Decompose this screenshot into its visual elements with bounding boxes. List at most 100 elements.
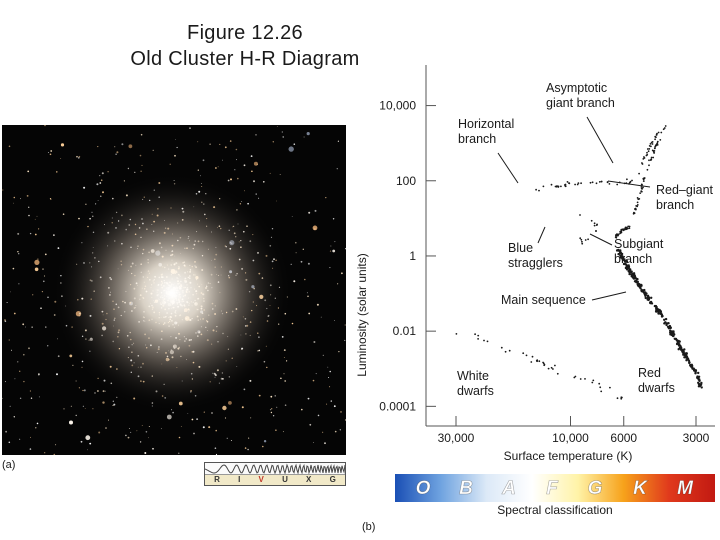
star-point [622,228,624,231]
star-point [669,326,672,330]
star-point [595,230,597,233]
star-dot [76,155,78,158]
star-point [579,378,582,380]
star-dot [230,178,232,181]
star-point [504,350,507,353]
star-point [644,294,647,297]
star-dot [234,169,236,171]
star-dot [101,172,104,175]
star-point [631,179,633,182]
star-dot [276,406,278,408]
annotation-label: Red–giant [656,183,714,197]
star-dot [235,148,238,151]
star-dot [309,423,312,426]
star-dot [330,400,332,402]
star-dot [269,409,271,411]
star-dot [57,355,60,358]
star-dot [44,125,46,127]
star-point [696,375,699,378]
star-dot [152,447,154,450]
annotation-label: Blue [508,241,533,255]
star-point [543,363,546,366]
star-point [669,329,672,332]
star-dot [308,312,311,315]
star-dot [8,339,10,341]
star-dot [113,403,116,406]
band-letter: X [306,475,312,484]
star-dot [108,419,109,421]
star-dot [36,215,38,217]
star-dot [43,280,45,283]
axes: 10,000 100 1 0.01 0.0001 30,000 10,000 6000 3000 [379,65,715,445]
star-point [628,227,631,230]
star-point [669,333,672,336]
star-dot [313,341,316,343]
star-point [552,368,554,370]
star-dot [10,291,11,293]
annotation-label: branch [458,132,496,146]
star-dot [197,141,199,143]
star-dot [13,202,14,204]
x-tick-label: 6000 [610,431,637,445]
star-dot [44,452,46,454]
star-dot [222,159,223,161]
star-point [640,190,643,193]
star-point [690,363,693,366]
spectral-class-letter: A [501,478,516,499]
star-dot [306,132,310,136]
star-dot [271,408,273,410]
star-dot [283,349,286,351]
star-dot [316,303,319,306]
star-point [683,348,686,351]
star-point [663,127,666,129]
star-point [577,182,580,184]
star-dot [250,155,253,157]
star-dot [307,295,309,298]
star-point [620,255,623,258]
star-point [632,212,635,215]
star-dot [31,326,33,328]
star-dot [83,186,86,189]
star-dot [336,168,338,170]
star-dot [27,170,30,173]
star-dot [97,146,99,148]
star-dot [224,146,227,149]
star-point [608,183,611,185]
star-dot [128,428,130,429]
star-point [587,238,589,241]
star-point [684,352,688,355]
star-dot [13,312,16,315]
star-dot [276,200,277,202]
star-dot [69,420,73,425]
star-dot [284,404,287,407]
star-dot [175,139,176,140]
star-dot [329,250,332,252]
star-dot [270,395,273,398]
star-dot [78,157,80,159]
star-dot [23,380,25,383]
annotation-label: White [457,369,489,383]
star-point [682,352,686,356]
star-dot [266,366,268,369]
annotation-label: Asymptotic [546,81,607,95]
star-dot [57,338,58,340]
star-point [640,186,643,188]
star-dot [28,347,30,350]
star-dot [345,248,346,250]
star-point [574,183,576,186]
star-dot [17,232,20,235]
star-dot [302,248,304,250]
star-dot [12,267,15,270]
star-dot [4,320,7,323]
star-dot [40,307,42,309]
star-dot [291,322,294,325]
star-dot [80,440,83,443]
star-point [628,225,631,228]
star-point [525,354,528,357]
star-point [606,181,609,184]
star-dot [166,414,172,420]
star-dot [141,164,143,166]
star-dot [334,430,337,433]
star-point [486,340,489,343]
